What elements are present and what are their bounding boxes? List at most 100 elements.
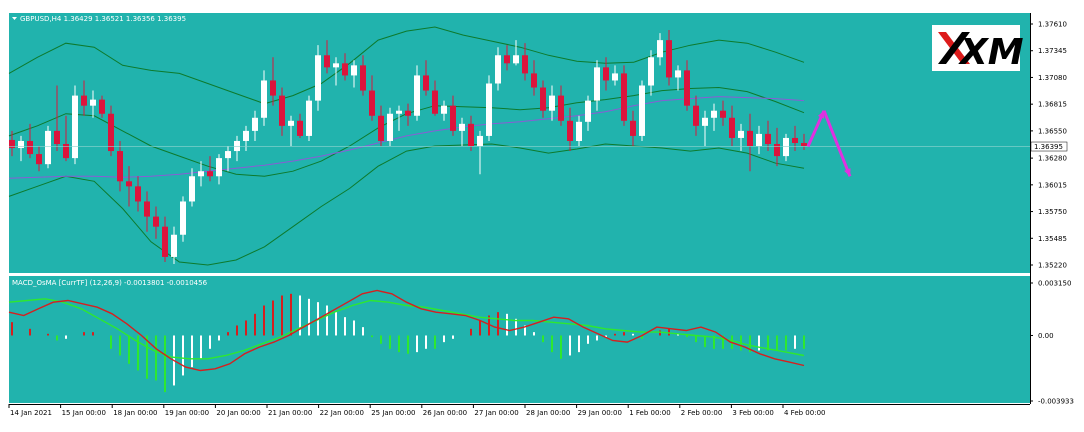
bull-candle	[477, 135, 483, 147]
bull-candle	[414, 75, 420, 116]
indicator-title: MACD_OsMA [CurrTF] (12,26,9) -0.0013801 …	[12, 279, 208, 287]
time-tick-label: 28 Jan 00:00	[526, 409, 570, 417]
bear-candle	[9, 139, 15, 149]
bull-candle	[306, 100, 312, 136]
bull-candle	[585, 100, 591, 122]
bear-candle	[144, 201, 150, 217]
bear-candle	[324, 55, 330, 68]
bear-candle	[36, 154, 42, 165]
bull-candle	[612, 73, 618, 81]
bull-candle	[783, 137, 789, 157]
macd-line	[8, 289, 805, 372]
logo-box	[932, 25, 1020, 71]
bear-candle	[504, 55, 510, 64]
osma-histogram	[11, 293, 805, 393]
bull-candle	[315, 55, 321, 101]
bull-candle	[225, 151, 231, 159]
bear-candle	[531, 73, 537, 88]
indicator-axis: 0.003150 0.00 -0.003933	[1030, 280, 1074, 406]
bull-candle	[216, 158, 222, 177]
bear-candle	[468, 123, 474, 147]
bear-candle	[522, 55, 528, 74]
bull-candle	[738, 130, 744, 138]
bull-candle	[189, 176, 195, 202]
bull-candle	[18, 140, 24, 149]
time-tick-label: 1 Feb 00:00	[629, 409, 670, 417]
bear-candle	[540, 87, 546, 111]
bear-candle	[342, 63, 348, 76]
bear-candle	[135, 186, 141, 202]
time-tick-label: 29 Jan 00:00	[578, 409, 622, 417]
bear-candle	[567, 120, 573, 141]
bull-candle	[675, 70, 681, 78]
macd-lines	[8, 289, 805, 372]
moving-average-line	[8, 96, 805, 179]
bull-candle	[261, 80, 267, 118]
chart-header: GBPUSD,H4 1.36429 1.36521 1.36356 1.3639…	[12, 15, 208, 287]
dropdown-triangle-icon[interactable]	[12, 17, 17, 20]
bull-candle	[576, 121, 582, 141]
forecast-arrow-down-head	[844, 168, 851, 177]
bear-candle	[27, 140, 33, 155]
time-tick-label: 14 Jan 2021	[10, 409, 52, 417]
forecast-arrow	[806, 110, 852, 177]
bull-candle	[351, 65, 357, 76]
price-tick-label: 1.36280	[1038, 155, 1067, 163]
time-tick-label: 19 Jan 00:00	[165, 409, 209, 417]
logo-black-stroke	[938, 32, 970, 64]
bear-candle	[423, 75, 429, 91]
time-tick-label: 15 Jan 00:00	[62, 409, 106, 417]
bear-candle	[774, 143, 780, 157]
indicator-tick-label: -0.003933	[1038, 398, 1074, 406]
bear-candle	[153, 216, 159, 227]
bear-candle	[54, 130, 60, 144]
bear-candle	[603, 67, 609, 81]
bear-candle	[405, 110, 411, 116]
price-tick-label: 1.37080	[1038, 74, 1067, 82]
bull-candle	[486, 83, 492, 136]
bull-candle	[639, 85, 645, 136]
indicator-pane[interactable]	[9, 276, 1030, 403]
time-tick-label: 21 Jan 00:00	[268, 409, 312, 417]
time-tick-label: 25 Jan 00:00	[371, 409, 415, 417]
bull-candle	[171, 234, 177, 257]
bear-candle	[630, 120, 636, 136]
bear-candle	[747, 130, 753, 147]
price-tick-label: 1.36015	[1038, 181, 1067, 189]
bull-candle	[756, 133, 762, 147]
price-axis: 1.37610 1.37345 1.37080 1.36815 1.36550 1.362…	[1030, 21, 1067, 270]
bear-candle	[63, 143, 69, 159]
time-tick-label: 26 Jan 00:00	[423, 409, 467, 417]
bear-candle	[81, 95, 87, 106]
time-tick-label: 20 Jan 00:00	[216, 409, 260, 417]
bull-candle	[657, 40, 663, 58]
bull-candle	[513, 55, 519, 64]
bear-candle	[270, 80, 276, 96]
time-tick-label: 2 Feb 00:00	[681, 409, 722, 417]
price-pane[interactable]	[9, 13, 1030, 273]
bull-candle	[252, 117, 258, 131]
price-tick-label: 1.36815	[1038, 101, 1067, 109]
bear-candle	[126, 181, 132, 187]
bear-candle	[558, 95, 564, 121]
bear-candle	[117, 151, 123, 182]
time-tick-label: 22 Jan 00:00	[320, 409, 364, 417]
bull-candle	[243, 130, 249, 141]
bear-candle	[729, 117, 735, 138]
bear-candle	[108, 113, 114, 152]
bear-candle	[207, 171, 213, 177]
bull-candle	[549, 95, 555, 111]
bull-candle	[387, 113, 393, 141]
bull-candle	[180, 201, 186, 235]
bear-candle	[378, 115, 384, 141]
bear-candle	[684, 70, 690, 106]
bull-candle	[702, 117, 708, 126]
bull-candle	[45, 130, 51, 165]
bull-candle	[234, 140, 240, 152]
bear-candle	[279, 95, 285, 126]
bull-candle	[459, 123, 465, 131]
moving-average	[8, 96, 805, 179]
bear-candle	[297, 120, 303, 136]
